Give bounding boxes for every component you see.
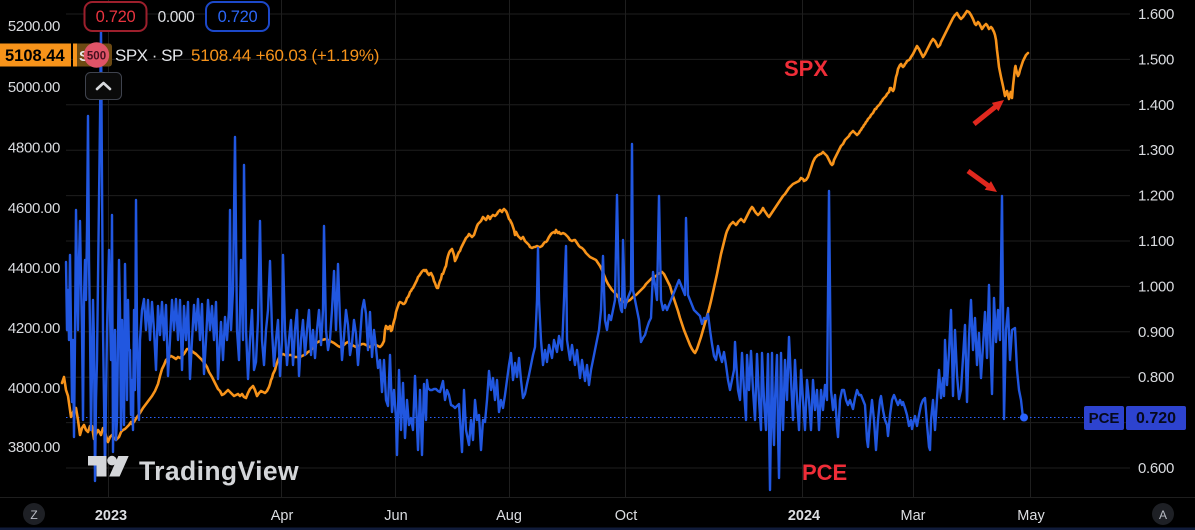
svg-text:May: May xyxy=(1017,508,1045,524)
svg-text:1.500: 1.500 xyxy=(1138,51,1174,68)
svg-text:Apr: Apr xyxy=(271,508,294,524)
svg-text:1.300: 1.300 xyxy=(1138,142,1174,159)
svg-text:0.720: 0.720 xyxy=(1136,410,1176,427)
svg-text:4000.00: 4000.00 xyxy=(8,380,60,397)
svg-text:5108.44 +60.03 (+1.19%): 5108.44 +60.03 (+1.19%) xyxy=(191,46,379,65)
svg-text:4400.00: 4400.00 xyxy=(8,260,60,277)
svg-text:0.720: 0.720 xyxy=(96,8,136,26)
svg-text:0.720: 0.720 xyxy=(218,8,258,26)
svg-text:1.200: 1.200 xyxy=(1138,188,1174,205)
svg-text:3800.00: 3800.00 xyxy=(8,439,60,456)
svg-text:5108.44: 5108.44 xyxy=(5,47,65,65)
svg-text:5000.00: 5000.00 xyxy=(8,79,60,96)
svg-text:SPX · SP: SPX · SP xyxy=(115,46,183,65)
svg-text:1.400: 1.400 xyxy=(1138,97,1174,114)
svg-text:Oct: Oct xyxy=(615,508,638,524)
svg-text:0.600: 0.600 xyxy=(1138,460,1174,477)
svg-text:A: A xyxy=(1159,508,1167,522)
svg-text:4200.00: 4200.00 xyxy=(8,320,60,337)
svg-text:1.600: 1.600 xyxy=(1138,6,1174,23)
svg-text:0.900: 0.900 xyxy=(1138,324,1174,341)
svg-text:Aug: Aug xyxy=(496,508,522,524)
svg-text:0.000: 0.000 xyxy=(158,9,196,26)
svg-text:PCE: PCE xyxy=(802,460,847,485)
svg-text:Mar: Mar xyxy=(901,508,926,524)
svg-text:1.000: 1.000 xyxy=(1138,278,1174,295)
svg-text:1.100: 1.100 xyxy=(1138,233,1174,250)
svg-text:5200.00: 5200.00 xyxy=(8,18,60,35)
svg-text:500: 500 xyxy=(87,51,106,63)
svg-text:SPX: SPX xyxy=(784,56,828,81)
svg-text:4600.00: 4600.00 xyxy=(8,200,60,217)
svg-text:TradingView: TradingView xyxy=(139,456,299,486)
svg-text:PCE: PCE xyxy=(1089,410,1120,427)
svg-text:4800.00: 4800.00 xyxy=(8,140,60,157)
svg-text:2023: 2023 xyxy=(95,508,127,524)
svg-text:Z: Z xyxy=(30,508,37,522)
svg-text:2024: 2024 xyxy=(788,508,820,524)
svg-text:Jun: Jun xyxy=(384,508,407,524)
svg-text:0.800: 0.800 xyxy=(1138,369,1174,386)
